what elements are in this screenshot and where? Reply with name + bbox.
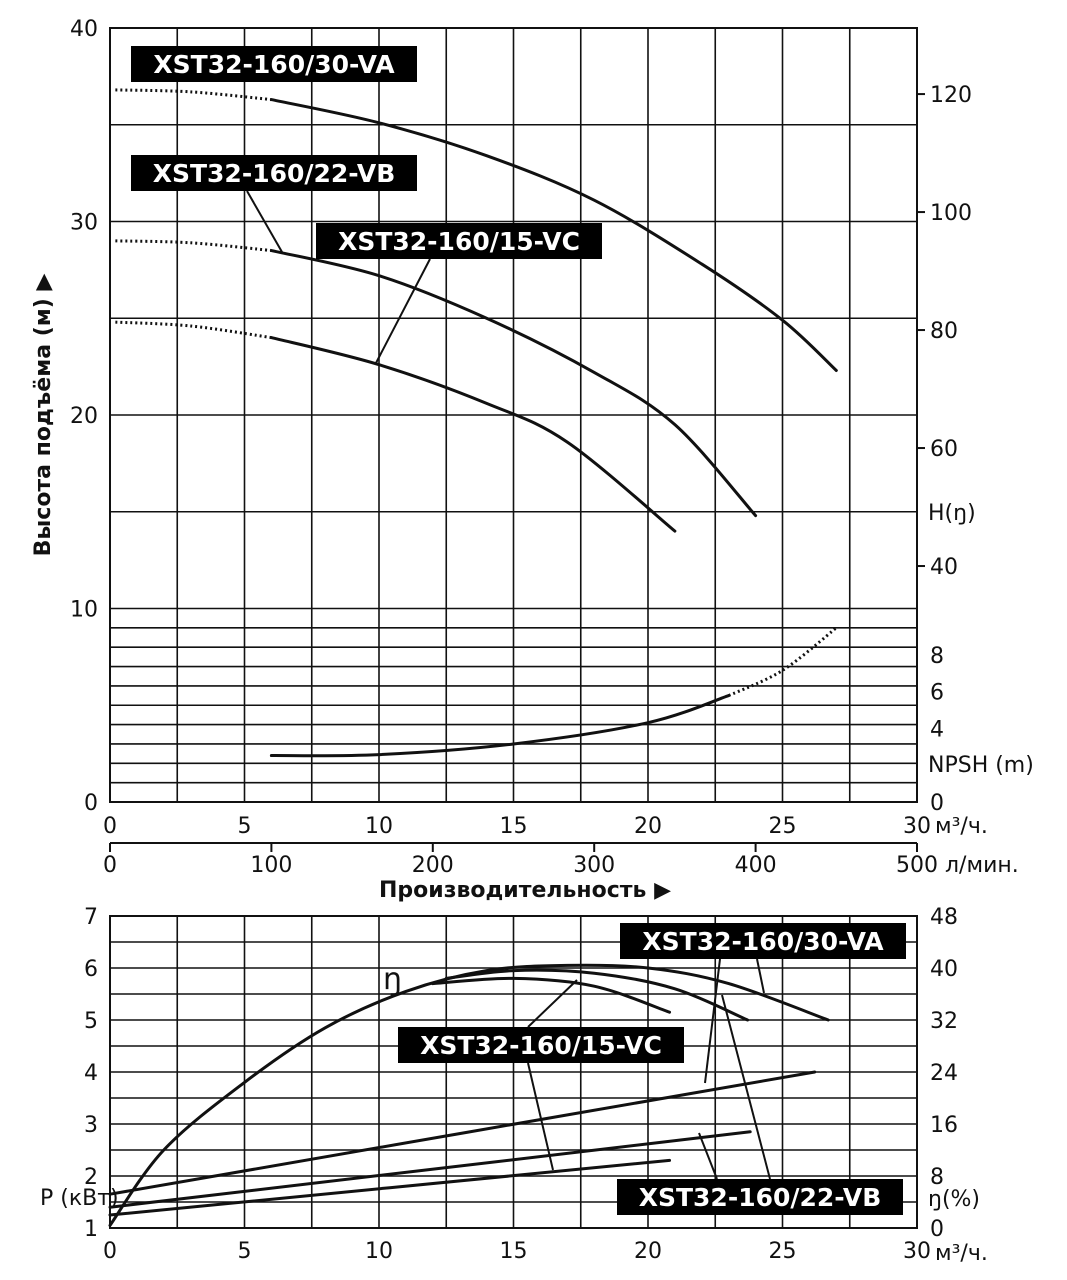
x2-tick-label: 100 <box>250 853 292 878</box>
leader-vb-power <box>698 1132 718 1180</box>
right-head-tick-label: 80 <box>930 319 958 344</box>
y-tick-label: 30 <box>70 211 98 236</box>
right-eff-tick-label: 16 <box>930 1113 958 1138</box>
efficiency-curve-xst32-160-30-va <box>108 963 830 1227</box>
svg-text:XST32-160/30-VA: XST32-160/30-VA <box>642 927 884 956</box>
bottom-x-tick-label: 30 <box>903 1239 931 1264</box>
head-curve-xst32-160-15-vc <box>269 336 677 533</box>
right-npsh-tick-label: 8 <box>930 644 944 669</box>
npsh-right-label: NPSH (m) <box>928 753 1034 778</box>
leader-vb-top <box>246 190 283 253</box>
x-unit-lmin: л/мин. <box>945 853 1019 878</box>
power-curve-xst32-160-15-vc <box>108 1158 672 1217</box>
x2-tick-label: 300 <box>573 853 615 878</box>
flow-lmin-ticks: 0 100 200 300 400 500 <box>103 843 938 878</box>
head-curves <box>115 88 838 758</box>
label-vc-bottom: XST32-160/15-VC <box>398 1027 684 1063</box>
bottom-y-tick-label: 5 <box>84 1009 98 1034</box>
bottom-x-tick-label: 15 <box>500 1239 528 1264</box>
x-unit-m3h-bottom: м³/ч. <box>935 1241 988 1266</box>
label-va-top: XST32-160/30-VA <box>131 46 417 82</box>
head-curve-dotted-xst32-160-15-vc <box>115 320 272 340</box>
x-unit-m3h-top: м³/ч. <box>935 814 988 839</box>
right-head-tick-label: 100 <box>930 201 972 226</box>
power-tick-labels: 0 5 10 15 20 25 30 1 2 3 4 5 6 7 0 8 16 24 32 40 48 <box>84 905 958 1264</box>
x-tick-label: 15 <box>500 814 528 839</box>
right-eff-tick-label: 32 <box>930 1009 958 1034</box>
bottom-y-tick-label: 4 <box>84 1061 98 1086</box>
efficiency-curve-xst32-160-22-vb <box>444 968 750 1022</box>
bottom-y-tick-label: 3 <box>84 1113 98 1138</box>
label-vb-bottom: XST32-160/22-VB <box>617 1179 903 1215</box>
x-tick-label: 20 <box>634 814 662 839</box>
right-npsh-tick-label: 6 <box>930 681 944 706</box>
leader-vb-eff <box>721 994 771 1180</box>
head-right-label: H(ŋ) <box>928 501 976 526</box>
x-tick-label: 5 <box>238 814 252 839</box>
x2-tick-label: 400 <box>735 853 777 878</box>
x-tick-label: 10 <box>365 814 393 839</box>
power-y-label: P (кВт) <box>40 1186 119 1211</box>
label-vb-top: XST32-160/22-VB <box>131 155 417 191</box>
efficiency-curve-xst32-160-15-vc <box>431 976 672 1014</box>
right-head-tick-label: 60 <box>930 437 958 462</box>
head-curve-xst32-160-22-vb <box>269 249 758 518</box>
right-eff-tick-label: 48 <box>930 905 958 930</box>
head-curve-npsh <box>269 694 731 758</box>
x2-tick-label: 0 <box>103 853 117 878</box>
svg-text:XST32-160/30-VA: XST32-160/30-VA <box>153 50 395 79</box>
leader-vc-top <box>375 258 431 364</box>
right-eff-tick-label: 8 <box>930 1165 944 1190</box>
label-va-bottom: XST32-160/30-VA <box>620 923 906 959</box>
bottom-x-tick-label: 5 <box>238 1239 252 1264</box>
leader-vc-power <box>527 1062 554 1171</box>
power-plot-frame <box>109 915 918 1229</box>
bottom-y-tick-label: 6 <box>84 957 98 982</box>
x-axis-title: Производительность ▶ <box>379 878 671 903</box>
bottom-y-tick-label: 7 <box>84 905 98 930</box>
y-tick-label: 0 <box>84 791 98 816</box>
eta-symbol: ŋ <box>383 962 402 997</box>
svg-text:XST32-160/22-VB: XST32-160/22-VB <box>153 159 396 188</box>
head-curve-xst32-160-30-va <box>269 98 838 372</box>
svg-text:XST32-160/15-VC: XST32-160/15-VC <box>420 1031 662 1060</box>
head-plot-frame <box>109 27 918 803</box>
svg-text:XST32-160/22-VB: XST32-160/22-VB <box>639 1183 882 1212</box>
y-tick-label: 10 <box>70 598 98 623</box>
bottom-x-tick-label: 10 <box>365 1239 393 1264</box>
bottom-x-tick-label: 20 <box>634 1239 662 1264</box>
y-tick-label: 20 <box>70 404 98 429</box>
bottom-y-tick-label: 2 <box>84 1165 98 1190</box>
head-curve-dotted-xst32-160-30-va <box>115 88 272 102</box>
y-tick-label: 40 <box>70 17 98 42</box>
x2-tick-label: 200 <box>412 853 454 878</box>
x-tick-label: 30 <box>903 814 931 839</box>
leader-vc-eff <box>527 979 578 1028</box>
right-eff-tick-label: 24 <box>930 1061 958 1086</box>
right-head-tick-label: 40 <box>930 555 958 580</box>
bottom-x-tick-label: 0 <box>103 1239 117 1264</box>
x2-tick-label: 500 <box>896 853 938 878</box>
right-npsh-tick-label: 0 <box>930 791 944 816</box>
x-tick-label: 25 <box>769 814 797 839</box>
right-head-tick-label: 120 <box>930 83 972 108</box>
label-vc-top: XST32-160/15-VC <box>316 223 602 259</box>
head-y-axis-title: Высота подъёма (м) ▶ <box>31 274 56 557</box>
power-curve-xst32-160-22-vb <box>108 1130 752 1209</box>
leader-va-eff <box>756 958 765 994</box>
right-npsh-tick-label: 4 <box>930 717 944 742</box>
efficiency-right-label: ŋ(%) <box>928 1187 980 1212</box>
bottom-y-tick-label: 1 <box>84 1217 98 1242</box>
x-tick-label: 0 <box>103 814 117 839</box>
bottom-x-tick-label: 25 <box>769 1239 797 1264</box>
svg-text:XST32-160/15-VC: XST32-160/15-VC <box>338 227 580 256</box>
right-eff-tick-label: 0 <box>930 1217 944 1242</box>
leader-va-power <box>704 958 721 1084</box>
right-eff-tick-label: 40 <box>930 957 958 982</box>
head-curve-dotted-xst32-160-22-vb <box>115 239 272 253</box>
